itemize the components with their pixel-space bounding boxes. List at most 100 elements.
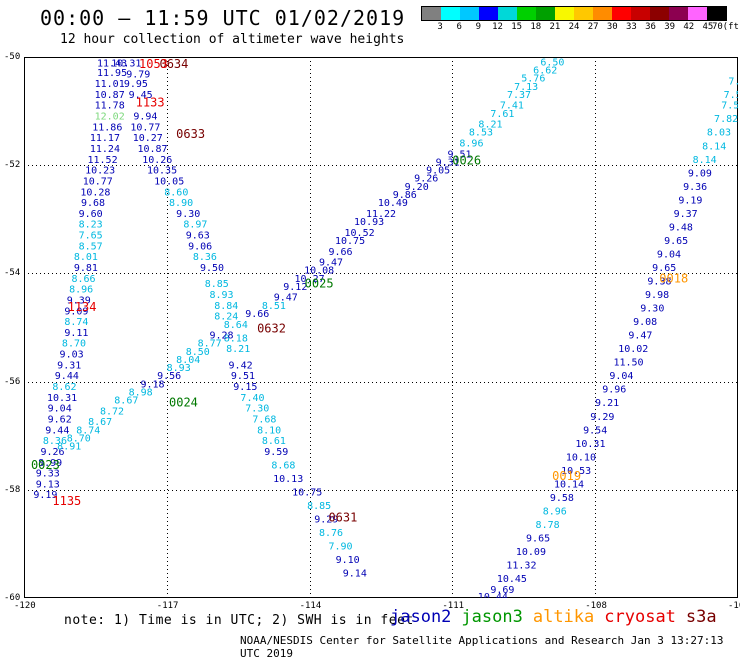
pass-time-label: 1053	[139, 57, 168, 71]
wave-height-value: 10.27	[133, 133, 163, 144]
wave-height-value: 7.13	[514, 82, 538, 93]
wave-height-value: 9.79	[126, 69, 150, 80]
wave-height-value: 9.10	[336, 555, 360, 566]
wave-height-value: 10.75	[292, 488, 322, 499]
satellite-legend: jason2 jason3 altika cryosat s3a	[390, 607, 727, 627]
wave-height-map[interactable]: 11.43 11.95 11.01 10.87 11.78 12.02 11.86 11.17…	[24, 57, 738, 598]
wave-height-value: 7.68	[252, 414, 276, 425]
satellite-legend-item: jason2	[390, 607, 452, 627]
wave-height-value: 8.78	[536, 520, 560, 531]
longitude-label: -10	[728, 601, 740, 611]
wave-height-value: 10.26	[142, 155, 172, 166]
wave-height-value: 7.41	[500, 101, 524, 112]
wave-height-value: 9.30	[640, 304, 664, 315]
wave-height-value: 10.31	[47, 393, 77, 404]
pass-time-label: 0632	[257, 322, 286, 336]
wave-height-value: 9.09	[688, 168, 712, 179]
wave-height-value: 8.93	[167, 363, 191, 374]
wave-height-value: 9.56	[157, 371, 181, 382]
latitude-label: -60	[4, 593, 21, 603]
legend-label: 18	[530, 22, 542, 32]
wave-height-value: 10.10	[566, 452, 596, 463]
wave-height-value: 9.26	[414, 174, 438, 185]
wave-height-value: 9.47	[628, 331, 652, 342]
wave-height-value: 10.35	[147, 166, 177, 177]
wave-height-value: 8.23	[79, 220, 103, 231]
legend-swatch	[612, 7, 631, 20]
wave-height-value: 9.29	[314, 515, 338, 526]
legend-label: 42	[683, 22, 695, 32]
wave-height-value: 9.86	[393, 190, 417, 201]
wave-height-value: 8.77	[198, 339, 222, 350]
wave-height-value: 8.21	[478, 120, 502, 131]
wave-height-value: 9.47	[319, 258, 343, 269]
wave-height-value: 10.77	[83, 176, 113, 187]
wave-height-value: 9.06	[188, 241, 212, 252]
legend-label: 27	[587, 22, 599, 32]
wave-height-value: 9.58	[550, 493, 574, 504]
legend-label: 9	[475, 22, 482, 32]
pass-time-label: 0026	[452, 153, 481, 167]
wave-height-value: 8.53	[469, 128, 493, 139]
wave-height-value: 8.61	[262, 436, 286, 447]
wave-height-value: 10.52	[345, 228, 375, 239]
wave-height-value: 10.87	[137, 144, 167, 155]
wave-height-value: 9.33	[36, 469, 60, 480]
latitude-label: -56	[4, 376, 21, 387]
wave-height-value: 11.24	[90, 144, 120, 155]
wave-height-value: 8.72	[100, 406, 124, 417]
pass-time-label: 0025	[305, 277, 334, 291]
legend-label: 36	[645, 22, 656, 32]
wave-height-value: 8.62	[52, 382, 76, 393]
wave-height-value: 7.33	[728, 76, 738, 87]
wave-height-value: 9.42	[229, 360, 253, 371]
wave-height-value: 9.66	[328, 247, 352, 258]
color-scale-swatches	[421, 6, 727, 21]
longitude-label: -114	[299, 601, 322, 611]
wave-height-value: 8.36	[193, 252, 217, 263]
longitude-label: -120	[14, 601, 36, 611]
wave-height-value: 9.29	[590, 412, 614, 423]
wave-height-value: 11.17	[90, 133, 120, 144]
wave-height-value: 9.11	[64, 328, 88, 339]
latitude-label: -54	[4, 268, 21, 279]
legend-swatch	[688, 7, 707, 20]
wave-height-value: 8.96	[543, 506, 567, 517]
wave-height-value: 8.51	[262, 301, 286, 312]
wave-height-value: 8.96	[69, 285, 93, 296]
credit-line: NOAA/NESDIS Center for Satellite Applica…	[240, 634, 724, 660]
wave-height-value: 9.95	[124, 79, 148, 90]
wave-height-value: 8.84	[214, 301, 238, 312]
wave-height-value: 9.60	[79, 209, 103, 220]
wave-height-value: 12.02	[95, 112, 125, 123]
wave-height-value: 10.09	[516, 547, 546, 558]
latitude-label: -58	[4, 484, 21, 495]
legend-swatch	[479, 7, 498, 20]
wave-height-value: 11.01	[95, 79, 125, 90]
legend-label: 39	[664, 22, 676, 32]
legend-label: 45	[702, 22, 714, 32]
satellite-legend-item: jason3	[461, 607, 523, 627]
legend-label: 70	[712, 22, 723, 32]
wave-height-value: 7.37	[507, 90, 531, 101]
wave-height-value: 8.36	[43, 436, 67, 447]
wave-height-value: 9.54	[583, 425, 607, 436]
legend-swatch	[555, 7, 574, 20]
wave-height-value: 9.08	[633, 317, 657, 328]
legend-swatch	[574, 7, 593, 20]
legend-unit: (ft)	[722, 22, 740, 32]
wave-height-value: 8.97	[183, 220, 207, 231]
wave-height-value: 9.31	[57, 360, 81, 371]
wave-height-value: 11.22	[366, 209, 396, 220]
wave-height-value: 9.31	[436, 157, 460, 168]
wave-height-value: 8.93	[209, 290, 233, 301]
wave-height-value: 8.10	[257, 425, 281, 436]
legend-swatch	[498, 7, 517, 20]
longitude-label: -117	[156, 601, 179, 611]
wave-height-value: 8.99	[38, 458, 62, 469]
wave-height-value: 8.24	[214, 312, 238, 323]
wave-height-value: 9.36	[683, 182, 707, 193]
wave-height-value: 9.81	[74, 263, 98, 274]
wave-height-value: 8.96	[459, 139, 483, 150]
wave-height-value: 8.70	[67, 433, 91, 444]
